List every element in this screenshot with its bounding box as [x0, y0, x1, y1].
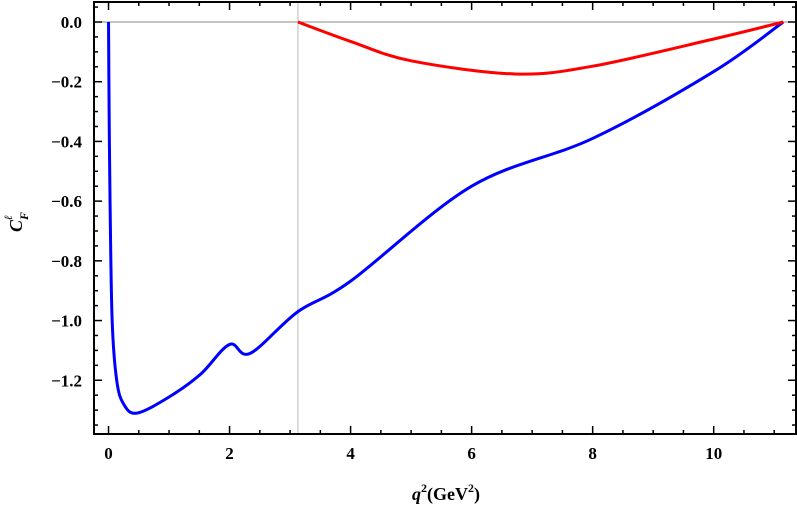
y-tick-label: −1.0 — [51, 312, 82, 331]
x-label-sup: 2 — [421, 481, 427, 495]
series-red-line — [297, 20, 784, 76]
x-axis-label: q2(GeV2) — [412, 481, 480, 505]
reference-lines — [94, 2, 796, 434]
y-tick-label: −0.4 — [51, 132, 82, 151]
plot-frame — [93, 1, 797, 435]
y-tick-label: −1.2 — [51, 371, 82, 390]
y-axis-label: CFℓ — [3, 212, 31, 232]
y-tick-label: 0.0 — [61, 13, 82, 32]
x-tick-label: 6 — [467, 444, 476, 463]
x-tick-label: 10 — [705, 444, 722, 463]
y-label-base: C — [6, 219, 26, 232]
y-label-sub: F — [17, 212, 31, 221]
x-tick-label: 8 — [588, 444, 597, 463]
x-label-close: ) — [474, 484, 480, 505]
x-tick-label: 0 — [104, 444, 113, 463]
x-tick-label: 4 — [346, 444, 355, 463]
x-label-unit-sup: 2 — [468, 481, 474, 495]
y-tick-label: −0.2 — [51, 73, 82, 92]
series-group — [107, 20, 785, 415]
series-blue-line — [107, 20, 785, 415]
ticks: 0 2 4 6 8 10 0.0 −0.2 −0.4 −0.6 −0.8 −1.0 −1.2 — [51, 2, 796, 463]
y-tick-label: −0.6 — [51, 192, 82, 211]
x-tick-label: 2 — [225, 444, 234, 463]
x-label-unit: (GeV — [427, 484, 468, 505]
y-label-sup: ℓ — [3, 215, 15, 220]
y-tick-label: −0.8 — [51, 252, 82, 271]
x-label-base: q — [412, 484, 421, 504]
